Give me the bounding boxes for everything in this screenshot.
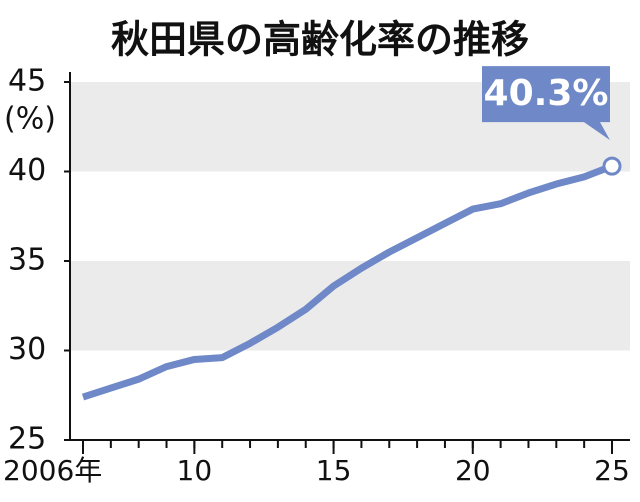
x-tick-label: 15	[316, 454, 352, 487]
x-tick-label: 2006年	[3, 454, 102, 487]
y-tick-label: 45	[8, 64, 46, 99]
y-tick-label: 30	[8, 332, 46, 367]
grid-bands	[70, 82, 630, 351]
y-tick-label: 40	[8, 153, 46, 188]
x-tick-label: 10	[177, 454, 213, 487]
value-label: 40.3%	[484, 73, 609, 114]
x-tick-label: 25	[594, 454, 630, 487]
data-line	[81, 162, 614, 401]
y-tick-label: 35	[8, 243, 46, 278]
label-box	[482, 66, 610, 141]
chart-title: 秋田県の高齢化率の推移	[111, 18, 529, 62]
y-tick-label: 25	[8, 422, 46, 457]
x-tick-label: 20	[455, 454, 491, 487]
y-axis-label: (%)	[4, 102, 56, 137]
end-marker	[602, 156, 622, 176]
